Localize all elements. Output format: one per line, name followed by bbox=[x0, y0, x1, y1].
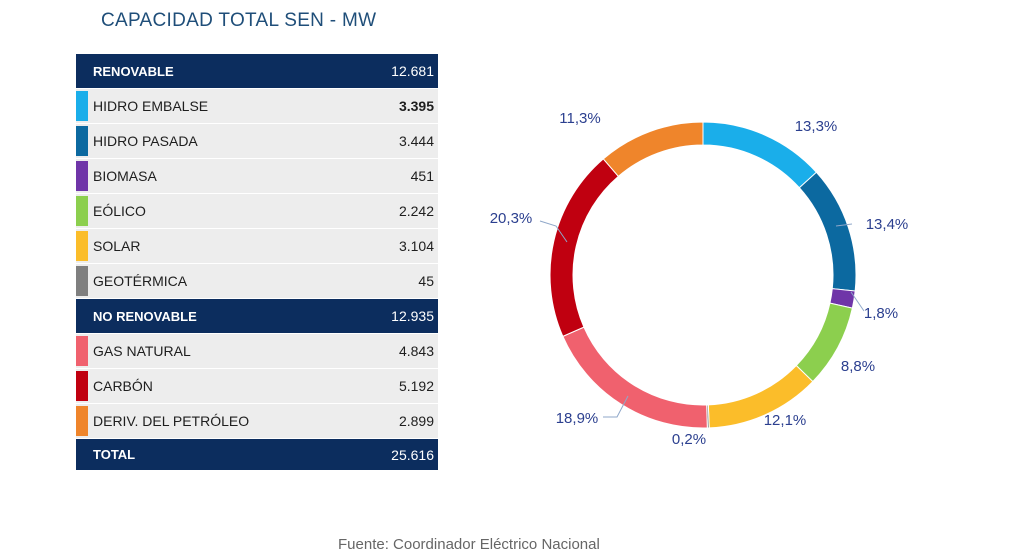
table-row: DERIV. DEL PETRÓLEO 2.899 bbox=[76, 404, 438, 439]
row-label: TOTAL bbox=[93, 447, 136, 462]
row-value: 2.899 bbox=[398, 413, 434, 429]
table-row: HIDRO EMBALSE 3.395 bbox=[76, 89, 438, 124]
row-label: EÓLICO bbox=[93, 203, 146, 219]
color-swatch bbox=[76, 126, 88, 156]
header-row: NO RENOVABLE 12.935 bbox=[76, 299, 438, 334]
data-label: 13,3% bbox=[795, 118, 838, 135]
row-value: 12.681 bbox=[391, 63, 434, 79]
data-label: 1,8% bbox=[864, 305, 898, 322]
row-label: HIDRO EMBALSE bbox=[93, 98, 209, 114]
table-row: GAS NATURAL 4.843 bbox=[76, 334, 438, 369]
row-label: BIOMASA bbox=[93, 168, 157, 184]
row-value: 3.444 bbox=[398, 133, 434, 149]
leader-line bbox=[539, 220, 568, 243]
row-label: NO RENOVABLE bbox=[93, 308, 197, 324]
leader-line bbox=[835, 223, 853, 227]
row-value: 45 bbox=[418, 273, 434, 289]
table-row: CARBÓN 5.192 bbox=[76, 369, 438, 404]
data-label: 12,1% bbox=[764, 412, 807, 429]
color-swatch bbox=[76, 266, 88, 296]
row-label: GEOTÉRMICA bbox=[93, 273, 188, 289]
data-label: 20,3% bbox=[490, 210, 533, 227]
table-row: EÓLICO 2.242 bbox=[76, 194, 438, 229]
leader-line bbox=[603, 395, 629, 418]
color-swatch bbox=[76, 161, 88, 191]
data-label: 13,4% bbox=[866, 216, 909, 233]
row-value: 4.843 bbox=[398, 343, 434, 359]
donut-slice bbox=[602, 121, 704, 178]
table-row: SOLAR 3.104 bbox=[76, 229, 438, 264]
row-label: RENOVABLE bbox=[93, 63, 174, 79]
row-label: CARBÓN bbox=[93, 378, 153, 394]
color-swatch bbox=[76, 91, 88, 121]
row-label: SOLAR bbox=[93, 238, 141, 254]
row-label: HIDRO PASADA bbox=[93, 133, 198, 149]
donut-slice bbox=[549, 158, 620, 338]
chart-title: CAPACIDAD TOTAL SEN - MW bbox=[101, 10, 377, 31]
data-label: 18,9% bbox=[556, 410, 599, 427]
table-row: HIDRO PASADA 3.444 bbox=[76, 124, 438, 159]
leader-line bbox=[850, 291, 865, 312]
color-swatch bbox=[76, 336, 88, 366]
color-swatch bbox=[76, 371, 88, 401]
header-row: RENOVABLE 12.681 bbox=[76, 54, 438, 89]
data-label: 0,2% bbox=[672, 431, 706, 448]
color-swatch bbox=[76, 231, 88, 261]
row-value: 3.395 bbox=[398, 98, 434, 114]
donut-slice bbox=[798, 171, 857, 292]
data-label: 11,3% bbox=[559, 110, 600, 127]
source-note: Fuente: Coordinador Eléctrico Nacional bbox=[338, 536, 600, 553]
table-row: GEOTÉRMICA 45 bbox=[76, 264, 438, 299]
row-value: 5.192 bbox=[398, 378, 434, 394]
row-label: DERIV. DEL PETRÓLEO bbox=[93, 413, 250, 429]
row-value: 3.104 bbox=[398, 238, 434, 254]
row-value: 451 bbox=[410, 168, 434, 184]
row-value: 2.242 bbox=[398, 203, 434, 219]
row-value: 12.935 bbox=[391, 308, 434, 324]
capacity-table: RENOVABLE 12.681 HIDRO EMBALSE 3.395 HIDRO P… bbox=[76, 54, 438, 471]
data-label: 8,8% bbox=[841, 358, 875, 375]
row-value: 25.616 bbox=[391, 446, 434, 463]
color-swatch bbox=[76, 196, 88, 226]
table-row: BIOMASA 451 bbox=[76, 159, 438, 194]
total-row: TOTAL 25.616 bbox=[76, 439, 438, 471]
color-swatch bbox=[76, 406, 88, 436]
row-label: GAS NATURAL bbox=[93, 343, 191, 359]
